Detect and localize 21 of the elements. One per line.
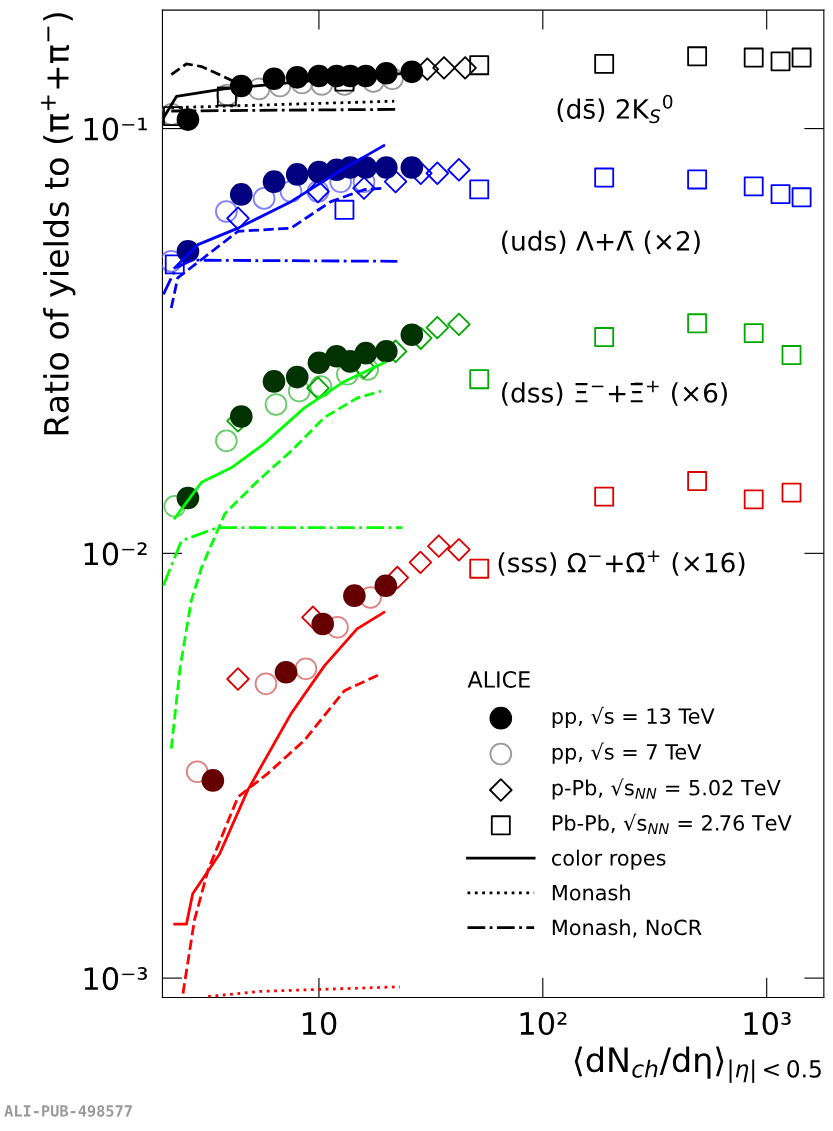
y-tick-label: 10⁻² (84, 542, 147, 566)
annotation: (uds) Λ+Λ̄ (×2) (502, 230, 700, 254)
legend-label: Pb-Pb, √s$_{NN}$ = 2.76 TeV (552, 813, 792, 834)
annotation: (ds̄) 2K$_{S}$$^{0}$ (557, 94, 673, 124)
y-axis-title: Ratio of yields to (π$^{+}$+π$^{−}$) (41, 13, 76, 435)
annotation: (dss) Ξ$^{−}$+Ξ̄$^{+}$ (×6) (502, 380, 727, 406)
legend-label: Monash (552, 884, 630, 901)
legend-label: color ropes (551, 849, 666, 870)
legend-title: ALICE (467, 671, 530, 688)
x-tick-label: 10² (520, 1011, 567, 1036)
legend-label: p-Pb, √s$_{NN}$ = 5.02 TeV (552, 778, 781, 800)
text: ALI-PUB-498577 (4, 1105, 132, 1117)
x-axis-title: ⟨dN$_{ch}$/dη⟩$_{|η|<0.5}$ (574, 1046, 821, 1083)
annotation: (sss) Ω$^{−}$+Ω̄$^{+}$ (×16) (498, 550, 745, 576)
legend-label: pp, √s = 13 TeV (552, 706, 715, 728)
x-tick-label: 10 (302, 1011, 337, 1036)
legend-label: pp, √s = 7 TeV (552, 742, 702, 764)
x-tick-label: 10³ (744, 1011, 791, 1036)
legend-label: Monash, NoCR (552, 919, 702, 938)
y-tick-label: 10⁻¹ (84, 117, 147, 141)
y-tick-label: 10⁻³ (84, 967, 147, 991)
